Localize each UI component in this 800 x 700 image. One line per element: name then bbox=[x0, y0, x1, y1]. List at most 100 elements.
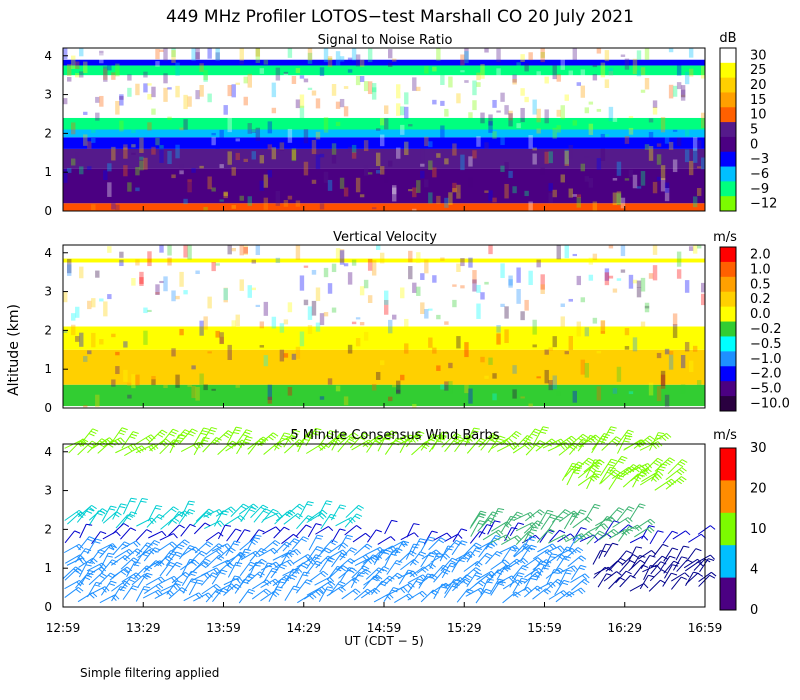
wind-barb-feather bbox=[485, 588, 492, 592]
heatmap-band bbox=[63, 349, 705, 385]
wind-barb-feather bbox=[191, 428, 198, 432]
wind-barb-feather bbox=[187, 511, 194, 515]
heatmap-cell bbox=[512, 389, 517, 399]
heatmap-cell bbox=[552, 127, 557, 139]
wind-barb-feather bbox=[152, 549, 159, 553]
heatmap-cell bbox=[307, 306, 313, 320]
wind-barb-feather bbox=[676, 470, 683, 476]
wind-barb-feather bbox=[347, 560, 353, 565]
wind-barbs-field bbox=[62, 426, 717, 604]
wind-barb-feather bbox=[661, 555, 668, 560]
wind-barb bbox=[217, 440, 233, 455]
wind-barb-feather bbox=[464, 578, 471, 583]
wind-barb-feather bbox=[286, 438, 292, 444]
heatmap-cell bbox=[668, 350, 674, 355]
wind-barb-feather bbox=[560, 444, 565, 450]
wind-barb-feather bbox=[328, 526, 334, 531]
wind-barb-feather bbox=[575, 549, 581, 554]
heatmap-cell bbox=[444, 158, 449, 165]
wind-barb bbox=[79, 524, 87, 539]
heatmap-cell bbox=[223, 287, 228, 303]
wind-barb bbox=[505, 511, 518, 527]
wind-barb-feather bbox=[564, 534, 569, 540]
heatmap-cell bbox=[267, 121, 273, 134]
wind-barb-feather bbox=[284, 513, 291, 518]
heatmap-cell bbox=[440, 70, 445, 85]
wind-barb bbox=[652, 544, 664, 558]
heatmap-cell bbox=[107, 246, 112, 253]
heatmap-cell bbox=[347, 146, 353, 152]
wind-barb-feather bbox=[223, 434, 230, 439]
wind-barb-feather bbox=[391, 519, 398, 523]
wind-barb-feather bbox=[339, 528, 346, 531]
wind-barb-feather bbox=[669, 457, 676, 462]
heatmap-cell bbox=[444, 108, 449, 117]
heatmap-cell bbox=[588, 123, 594, 135]
wind-barb-feather bbox=[569, 549, 574, 555]
wind-barb-feather bbox=[586, 459, 592, 464]
wind-barb-feather bbox=[322, 570, 329, 576]
figure-title: 449 MHz Profiler LOTOS−test Marshall CO … bbox=[166, 7, 634, 27]
heatmap-cell bbox=[207, 93, 212, 103]
colorbar-label: 20 bbox=[750, 78, 767, 93]
wind-barb-feather bbox=[383, 566, 390, 570]
heatmap-cell bbox=[111, 379, 116, 387]
wind-barb-feather bbox=[455, 432, 462, 437]
wind-barb-feather bbox=[613, 528, 619, 534]
heatmap-cell bbox=[295, 200, 301, 207]
heatmap-cell bbox=[287, 128, 293, 143]
wind-barb bbox=[642, 564, 657, 573]
wind-barb-feather bbox=[587, 516, 593, 521]
wind-barb bbox=[579, 434, 596, 448]
heatmap-cell bbox=[67, 258, 72, 274]
heatmap-cell bbox=[227, 117, 232, 133]
wind-barb-feather bbox=[618, 507, 625, 511]
wind-barb bbox=[605, 520, 615, 534]
heatmap-cell bbox=[371, 260, 377, 276]
heatmap-cell bbox=[291, 398, 297, 405]
wind-barb bbox=[579, 534, 594, 542]
heatmap-cell bbox=[175, 374, 180, 388]
colorbar-swatch bbox=[720, 151, 736, 168]
heatmap-cell bbox=[299, 331, 305, 347]
heatmap-cell bbox=[452, 187, 457, 193]
wind-barb-feather bbox=[262, 510, 269, 514]
wind-barb-feather bbox=[615, 469, 621, 474]
wind-barb bbox=[699, 558, 709, 573]
heatmap-cell bbox=[488, 190, 493, 202]
wind-barb-feather bbox=[286, 574, 292, 580]
heatmap-cell bbox=[63, 98, 68, 105]
heatmap-cell bbox=[319, 203, 325, 210]
wind-barb-feather bbox=[444, 553, 451, 559]
heatmap-cell bbox=[159, 145, 164, 150]
wind-barb-feather bbox=[442, 431, 449, 435]
colorbar-swatch bbox=[720, 306, 736, 323]
wind-barb bbox=[193, 427, 204, 446]
colorbar-label: −0.2 bbox=[750, 322, 782, 337]
wind-barb bbox=[202, 437, 217, 453]
wind-barb-feather bbox=[328, 516, 335, 520]
heatmap-cell bbox=[556, 109, 561, 117]
heatmap-cell bbox=[87, 166, 92, 170]
wind-barb-feather bbox=[155, 585, 161, 591]
heatmap-band bbox=[63, 59, 705, 66]
heatmap-cell bbox=[540, 48, 545, 63]
wind-barb-feather bbox=[359, 436, 366, 441]
heatmap-cell bbox=[612, 388, 618, 394]
wind-barb-feather bbox=[94, 584, 101, 587]
heatmap-cell bbox=[295, 245, 301, 260]
wind-barb-feather bbox=[453, 578, 460, 582]
wind-barb-feather bbox=[595, 470, 602, 473]
wind-barb-feather bbox=[431, 530, 438, 534]
wind-barb bbox=[640, 555, 651, 569]
heatmap-cell bbox=[207, 48, 212, 59]
wind-barb-feather bbox=[92, 428, 99, 432]
wind-barb-feather bbox=[439, 436, 446, 440]
wind-barb-feather bbox=[234, 429, 241, 432]
heatmap-cell bbox=[540, 284, 545, 294]
wind-barb-feather bbox=[107, 443, 114, 448]
wind-barb-feather bbox=[451, 437, 458, 441]
wind-barb bbox=[481, 511, 493, 527]
wind-barb-feather bbox=[520, 559, 526, 565]
